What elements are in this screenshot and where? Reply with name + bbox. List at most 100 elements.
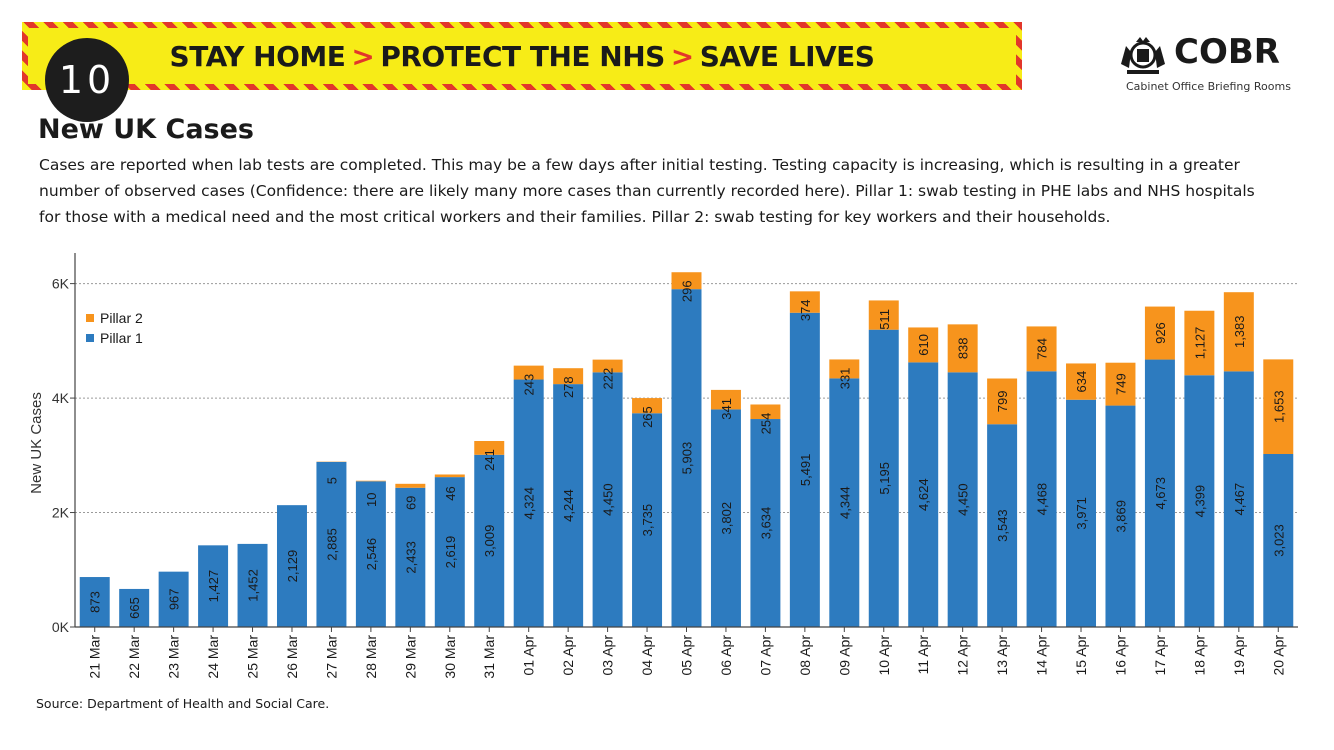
x-tick-label: 21 Mar [87, 635, 103, 679]
bar-pillar-1 [316, 461, 347, 627]
bar-pillar-1 [119, 588, 150, 627]
bar-pillar-2 [474, 441, 505, 455]
bar-pillar-1 [1263, 453, 1294, 627]
bar-label-pillar-2: 634 [1074, 371, 1089, 393]
bar-pillar-1 [1184, 375, 1215, 627]
x-tick-label: 26 Mar [284, 635, 300, 679]
x-tick-label: 05 Apr [679, 635, 695, 676]
bar-label-pillar-1: 4,450 [601, 483, 616, 516]
bar-label-pillar-1: 2,885 [324, 528, 339, 561]
bar-label-pillar-1: 2,619 [443, 536, 458, 569]
x-tick-label: 01 Apr [521, 635, 537, 676]
bar-label-pillar-2: 265 [640, 406, 655, 428]
x-ticks-layer: 21 Mar 22 Mar 23 Mar 24 Mar 25 Mar 26 Mar 27 M… [87, 627, 1286, 679]
bar-pillar-1 [1026, 371, 1057, 627]
legend-label: Pillar 1 [100, 330, 143, 346]
x-tick-label: 29 Mar [402, 635, 418, 679]
bar-pillar-2 [1026, 326, 1057, 372]
bar-label-pillar-2: 1,127 [1192, 327, 1207, 360]
bar-pillar-1 [908, 362, 939, 627]
bar-label-pillar-2: 799 [995, 391, 1010, 413]
x-tick-label: 20 Apr [1270, 635, 1286, 676]
bar-pillar-1 [198, 545, 229, 627]
cobr-subtitle: Cabinet Office Briefing Rooms [1126, 80, 1291, 93]
bar-label-pillar-1: 4,324 [522, 487, 537, 520]
x-tick-label: 17 Apr [1152, 635, 1168, 676]
bar-label-pillar-2: 10 [364, 492, 379, 506]
bar-pillar-2 [1066, 363, 1097, 400]
x-tick-label: 14 Apr [1034, 635, 1050, 676]
bar-pillar-1 [276, 505, 307, 627]
briefing-number-badge: 10 [45, 38, 129, 122]
bar-pillar-1 [947, 372, 978, 627]
chart-description: Cases are reported when lab tests are co… [39, 156, 1255, 226]
x-tick-label: 23 Mar [166, 635, 182, 679]
bar-label-pillar-1: 4,673 [1153, 477, 1168, 510]
bar-label-pillar-1: 3,634 [758, 507, 773, 540]
x-tick-label: 28 Mar [363, 635, 379, 679]
source-note: Source: Department of Health and Social … [36, 696, 330, 711]
cobr-wordmark: COBR [1174, 32, 1280, 72]
bar-pillar-2 [1263, 359, 1294, 454]
bar-label-pillar-2: 374 [798, 299, 813, 321]
bar-labels-layer: 873 665 967 1,427 1,452 2,129 2,885 5 2,546 10 2,4… [88, 280, 1287, 618]
bar-pillar-2 [987, 378, 1018, 425]
bar-pillar-1 [237, 543, 268, 627]
bar-label-pillar-1: 3,735 [640, 504, 655, 537]
bar-pillar-1 [710, 409, 741, 627]
bar-pillar-2 [592, 359, 623, 373]
bar-label-pillar-2: 749 [1113, 373, 1128, 395]
bar-pillar-1 [592, 372, 623, 627]
bar-label-pillar-1: 2,129 [285, 550, 300, 583]
bar-label-pillar-1: 2,546 [364, 538, 379, 571]
bar-pillar-1 [513, 379, 544, 627]
bar-label-pillar-1: 967 [167, 588, 182, 610]
x-tick-label: 19 Apr [1231, 635, 1247, 676]
x-tick-label: 27 Mar [323, 635, 339, 679]
bar-pillar-2 [632, 398, 663, 414]
bar-pillar-1 [750, 419, 781, 627]
y-tick-label: 4K [52, 390, 70, 406]
bar-label-pillar-2: 46 [443, 486, 458, 500]
bar-label-pillar-1: 3,869 [1113, 500, 1128, 533]
bar-pillar-2 [908, 327, 939, 363]
bar-label-pillar-1: 4,244 [561, 489, 576, 522]
bar-label-pillar-1: 4,399 [1192, 485, 1207, 518]
x-tick-label: 06 Apr [718, 635, 734, 676]
bar-label-pillar-1: 4,624 [916, 478, 931, 511]
bar-label-pillar-2: 243 [522, 374, 537, 396]
bar-label-pillar-1: 4,450 [956, 483, 971, 516]
legend-swatch [86, 334, 94, 342]
bar-label-pillar-2: 69 [403, 496, 418, 510]
bar-pillar-2 [829, 359, 860, 379]
bar-label-pillar-2: 838 [956, 337, 971, 359]
bar-pillar-2 [1223, 292, 1254, 372]
slogan-arrow-1: > [351, 39, 375, 73]
bar-label-pillar-1: 5,903 [680, 442, 695, 475]
x-tick-label: 16 Apr [1112, 635, 1128, 676]
bar-pillar-1 [79, 577, 110, 627]
x-tick-label: 10 Apr [876, 635, 892, 676]
slogan-part-2: PROTECT THE NHS [380, 39, 665, 73]
bar-label-pillar-1: 2,433 [403, 541, 418, 574]
bar-label-pillar-1: 3,543 [995, 509, 1010, 542]
bar-pillar-1 [553, 384, 584, 627]
slogan-part-1: STAY HOME [169, 39, 346, 73]
bar-label-pillar-1: 5,491 [798, 454, 813, 487]
bar-label-pillar-1: 4,344 [837, 486, 852, 519]
bar-label-pillar-1: 3,802 [719, 502, 734, 535]
bar-label-pillar-1: 665 [127, 597, 142, 619]
x-tick-label: 25 Mar [245, 635, 261, 679]
bar-pillar-1 [1066, 399, 1097, 627]
bar-pillar-1 [632, 413, 663, 627]
bar-pillar-2 [750, 404, 781, 420]
legend-label: Pillar 2 [100, 310, 143, 326]
x-tick-label: 02 Apr [560, 635, 576, 676]
bar-label-pillar-1: 5,195 [877, 462, 892, 495]
bar-pillar-2 [947, 324, 978, 373]
y-tick-label: 2K [52, 505, 70, 521]
bar-pillar-1 [829, 378, 860, 627]
bar-label-pillar-2: 278 [561, 376, 576, 398]
bar-pillar-1 [395, 487, 426, 627]
bar-pillar-2 [355, 480, 386, 482]
